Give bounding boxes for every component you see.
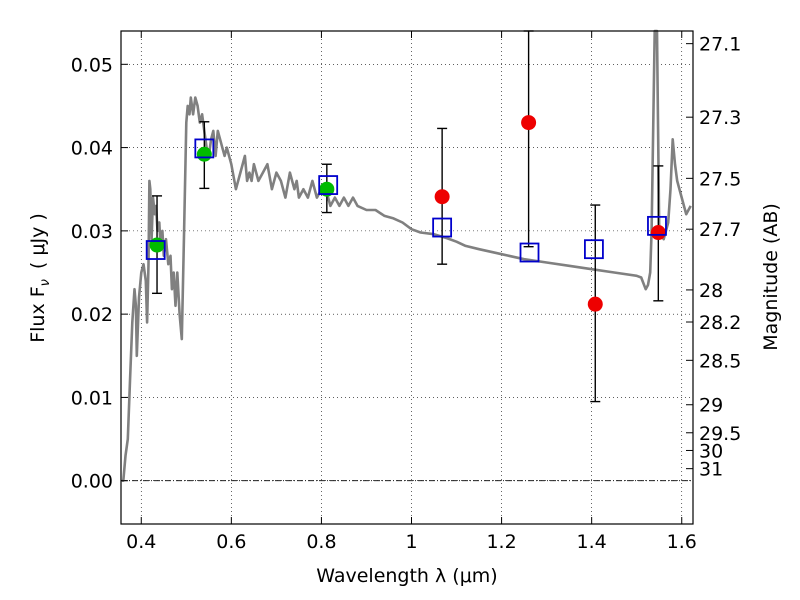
y-tick-label: 0.01 xyxy=(71,387,113,409)
y-axis-label: Flux Fν ( μJy ) xyxy=(27,213,53,343)
y-axis-label-subscript: ν xyxy=(38,279,53,286)
model-square-marker xyxy=(519,242,540,263)
x-tick-label: 1.2 xyxy=(486,531,516,553)
right-tick-label: 29.5 xyxy=(699,423,741,445)
right-tick-label: 31 xyxy=(699,459,723,481)
axis-ticks: 0.4 0.6 0.8 1 1.2 1.4 1.6 0.00 0.01 0.02 0.03 0.04 0… xyxy=(71,31,741,553)
y-axis-label-unit: ( μJy ) xyxy=(27,213,49,269)
right-axis-label: Magnitude (AB) xyxy=(760,203,782,351)
y-axis-label-main: Flux F xyxy=(27,286,49,342)
right-tick-label: 27.1 xyxy=(699,34,741,56)
x-tick-label: 1.6 xyxy=(667,531,697,553)
y-tick-label: 0.04 xyxy=(71,138,113,160)
y-tick-label: 0.05 xyxy=(71,54,113,76)
model-boxes xyxy=(145,138,667,263)
detection-point xyxy=(149,237,165,253)
right-tick-label: 29 xyxy=(699,395,723,417)
model-square-marker xyxy=(647,215,667,236)
model-square-marker xyxy=(584,239,604,260)
x-tick-label: 0.6 xyxy=(216,531,246,553)
y-tick-label: 0.03 xyxy=(71,221,113,243)
plot-frame xyxy=(120,30,694,525)
data-markers xyxy=(149,115,666,312)
detection-point xyxy=(319,181,335,197)
right-tick-label: 28.5 xyxy=(699,350,741,372)
right-tick-label: 30 xyxy=(699,440,723,462)
x-tick-label: 0.4 xyxy=(126,531,156,553)
right-tick-label: 27.3 xyxy=(699,107,741,129)
x-axis-label: Wavelength λ (μm) xyxy=(316,565,497,587)
x-tick-label: 0.8 xyxy=(306,531,336,553)
model-square-marker xyxy=(194,138,215,159)
y-tick-label: 0.02 xyxy=(71,304,113,326)
red-point xyxy=(650,225,666,241)
right-tick-label: 27.7 xyxy=(699,219,741,241)
right-tick-label: 28 xyxy=(699,280,723,302)
x-tick-label: 1 xyxy=(405,531,417,553)
red-point xyxy=(434,189,450,205)
model-square-marker xyxy=(145,240,166,260)
detection-point xyxy=(196,146,212,162)
right-tick-label: 28.2 xyxy=(699,312,741,334)
red-point xyxy=(521,115,537,131)
y-tick-label: 0.00 xyxy=(71,471,113,493)
red-point xyxy=(587,296,603,312)
model-square-marker xyxy=(432,217,453,238)
model-square-marker xyxy=(318,175,339,195)
right-tick-label: 27.5 xyxy=(699,168,741,190)
x-tick-label: 1.4 xyxy=(577,531,607,553)
